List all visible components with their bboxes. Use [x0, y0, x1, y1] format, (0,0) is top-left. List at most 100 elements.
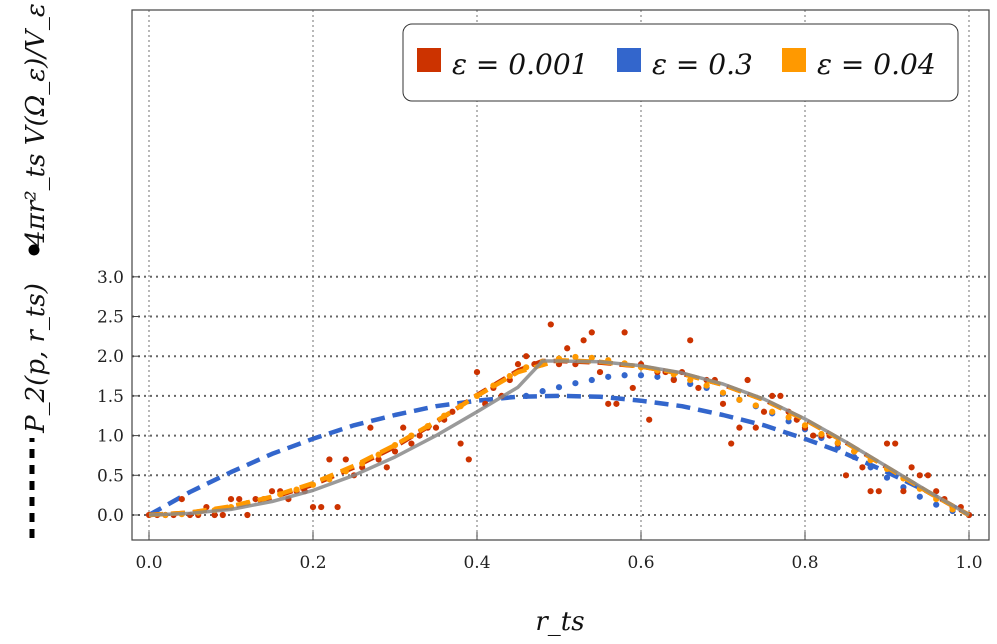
- series-3-point-91: [892, 440, 899, 447]
- series-3-point-96: [933, 488, 940, 495]
- series-3-point-71: [728, 440, 735, 447]
- series-3-point-74: [752, 424, 759, 431]
- series-3-point-89: [875, 488, 882, 495]
- series-3-point-57: [613, 400, 620, 407]
- series-0-line: [147, 393, 971, 517]
- legend-swatch-2: [782, 48, 806, 72]
- series-5-point-22: [523, 364, 530, 371]
- series-5-point-35: [736, 396, 743, 403]
- series-3-point-12: [244, 511, 251, 519]
- series-3-point-90: [883, 440, 891, 447]
- series-5-point-9: [309, 481, 317, 488]
- series-5-point-39: [801, 422, 809, 429]
- series-5-point-7: [277, 491, 284, 498]
- legend-box: [402, 23, 959, 102]
- series-5-point-26: [588, 354, 595, 361]
- x-tick-label-1: 0.2: [299, 553, 326, 573]
- series-3-point-28: [375, 456, 382, 463]
- legend-swatch-1: [617, 48, 641, 72]
- y-tick-label-5: 2.5: [97, 308, 124, 328]
- series-5-point-41: [834, 439, 841, 446]
- series-3-point-67: [695, 384, 702, 392]
- series-3-point-66: [687, 337, 694, 344]
- series-3-point-51: [564, 345, 571, 352]
- series-1-point-20: [851, 453, 858, 461]
- series-3-point-49: [547, 321, 554, 328]
- series-3-point-64: [670, 376, 677, 384]
- series-5-point-10: [326, 476, 333, 483]
- x-axis-label: r_ts: [535, 607, 584, 637]
- legend-label-1: ε = 0.3: [652, 48, 753, 81]
- series-3-point-81: [810, 432, 817, 439]
- series-5-point-18: [457, 403, 464, 410]
- x-tick-label-5: 1.0: [955, 553, 982, 573]
- series-5-point-37: [769, 408, 776, 415]
- series-3-point-27: [367, 424, 374, 431]
- series-6-line: [148, 359, 970, 517]
- series-3-point-8: [211, 511, 218, 519]
- y-tick-label-3: 1.5: [97, 387, 124, 407]
- series-3-point-39: [465, 456, 472, 463]
- series-3-point-37: [449, 408, 456, 415]
- series-5-point-19: [473, 392, 481, 399]
- series-3-point-77: [777, 392, 784, 399]
- y-label-dashed-part: P_2(p, r_ts): [21, 283, 51, 434]
- series-1-point-22: [883, 474, 891, 481]
- x-tick-label-4: 0.8: [791, 553, 818, 573]
- x-tick-label-2: 0.4: [463, 553, 490, 573]
- series-5-point-42: [851, 448, 858, 455]
- series-3-point-85: [842, 472, 850, 479]
- series-3-point-75: [760, 408, 768, 415]
- x-tick-label-0: 0.0: [135, 553, 162, 573]
- series-5-point-15: [408, 432, 415, 439]
- series-3-point-54: [588, 329, 595, 336]
- x-tick-label-3: 0.6: [627, 553, 654, 573]
- y-label-dot-glyph: [28, 244, 40, 256]
- series-1-point-8: [654, 373, 661, 380]
- series-3-point-61: [646, 416, 653, 423]
- series-1-point-5: [605, 373, 612, 380]
- series-5-point-13: [375, 451, 382, 458]
- series-3-point-87: [859, 464, 866, 471]
- series-3-point-15: [268, 488, 276, 495]
- series-3-point-11: [236, 496, 243, 503]
- legend: ε = 0.001 ε = 0.3 ε = 0.04: [402, 23, 959, 102]
- series-3-point-21: [318, 503, 325, 511]
- series-5-point-12: [359, 460, 366, 467]
- series-5-point-25: [572, 353, 579, 361]
- series-5-point-14: [391, 442, 399, 449]
- series-3-point-56: [605, 400, 612, 407]
- series-1-point-25: [933, 501, 940, 508]
- series-3-point-40: [473, 368, 481, 376]
- series-3-point-73: [744, 376, 751, 384]
- series-3-point-29: [383, 464, 390, 471]
- series-3-point-46: [523, 353, 530, 360]
- series-3-point-72: [736, 424, 743, 431]
- series-1-point-6: [621, 372, 628, 379]
- series-5-point-38: [785, 414, 792, 421]
- y-tick-label-2: 1.0: [97, 427, 124, 447]
- series-layer: [145, 321, 973, 519]
- y-label-dots-part: 4πr²_ts V(Ω_ε)/V_ε: [21, 3, 51, 248]
- series-3-point-9: [219, 511, 226, 519]
- series-1-point-24: [916, 493, 923, 500]
- series-3-point-10: [227, 496, 235, 503]
- series-5-point-6: [260, 496, 267, 503]
- series-3-point-45: [514, 361, 522, 368]
- series-3-point-24: [342, 456, 349, 463]
- series-1-point-0: [523, 392, 530, 399]
- y-tick-label-1: 0.5: [97, 466, 124, 486]
- series-5-point-16: [424, 422, 431, 430]
- series-1-point-7: [637, 372, 645, 379]
- series-1-point-2: [555, 384, 563, 391]
- series-5-point-21: [506, 372, 513, 380]
- series-3-point-23: [334, 503, 341, 511]
- series-5-point-36: [752, 402, 759, 409]
- y-tick-label-0: 0.0: [97, 506, 124, 526]
- series-5-point-33: [703, 382, 710, 389]
- series-3-point-94: [916, 472, 923, 479]
- y-tick-label-6: 3.0: [97, 268, 124, 288]
- series-3-point-55: [596, 368, 604, 376]
- series-3-point-38: [457, 440, 464, 447]
